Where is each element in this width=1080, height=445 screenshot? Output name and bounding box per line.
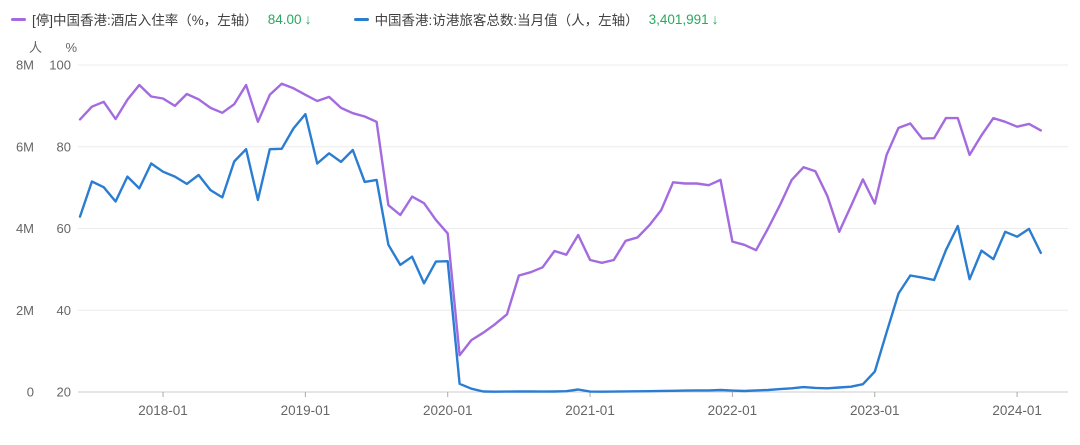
series-line-visitors[interactable]: [78, 112, 1043, 393]
down-arrow-icon: ↓: [711, 11, 719, 27]
y-tick-label-persons: 2M: [16, 303, 34, 318]
y-axis-unit-persons: 人: [29, 40, 42, 55]
x-tick-label: 2023-01: [850, 403, 900, 418]
x-tick-label: 2020-01: [423, 403, 473, 418]
legend-value-occupancy: 84.00: [267, 11, 302, 27]
y-tick-label-percent: 60: [57, 221, 71, 236]
x-tick-label: 2019-01: [281, 403, 331, 418]
legend-item-hotel-occupancy[interactable]: [停]中国香港:酒店入住率（%，左轴） 84.00 ↓: [11, 9, 312, 29]
x-tick-label: 2024-01: [992, 403, 1042, 418]
y-tick-label-percent: 80: [57, 139, 71, 154]
legend-item-visitor-arrivals[interactable]: 中国香港:访港旅客总数:当月值（人，左轴） 3,401,991 ↓: [353, 9, 719, 29]
y-tick-label-persons: 0: [27, 385, 34, 400]
y-tick-label-persons: 6M: [16, 139, 34, 154]
x-tick-label: 2018-01: [138, 403, 188, 418]
legend-value-visitors: 3,401,991: [648, 11, 709, 27]
legend-label-visitors: 中国香港:访港旅客总数:当月值（人，左轴）: [374, 13, 639, 28]
y-tick-label-persons: 4M: [16, 221, 34, 236]
y-tick-label-persons: 8M: [16, 58, 34, 73]
y-tick-label-percent: 100: [49, 58, 71, 73]
y-tick-label-percent: 20: [57, 385, 71, 400]
series-line-occupancy[interactable]: [78, 82, 1043, 357]
legend: [停]中国香港:酒店入住率（%，左轴） 84.00 ↓ 中国香港:访港旅客总数:…: [11, 9, 1080, 29]
legend-label-occupancy: [停]中国香港:酒店入住率（%，左轴）: [32, 13, 258, 28]
down-arrow-icon: ↓: [304, 11, 312, 27]
x-tick-label: 2021-01: [565, 403, 615, 418]
series-marker-visitors: [353, 17, 369, 21]
series-marker-occupancy: [11, 17, 26, 21]
y-axis-unit-percent: %: [65, 40, 77, 55]
x-tick-label: 2022-01: [708, 403, 758, 418]
y-tick-label-percent: 40: [57, 303, 71, 318]
